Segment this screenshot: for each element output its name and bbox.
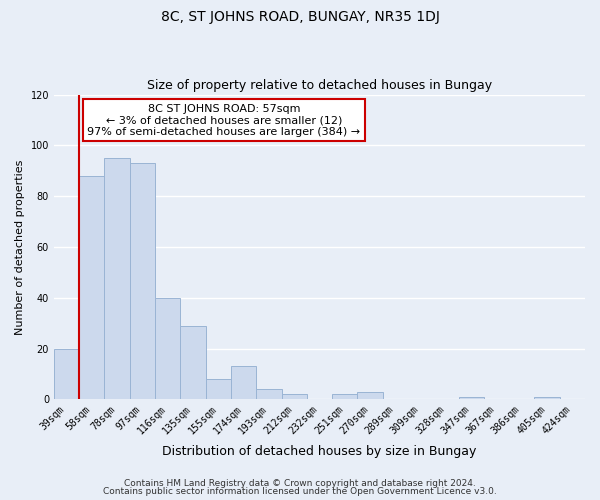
- Bar: [458, 397, 484, 400]
- Bar: [155, 298, 181, 400]
- Bar: [54, 348, 79, 400]
- Bar: [79, 176, 104, 400]
- Bar: [281, 394, 307, 400]
- Text: 8C, ST JOHNS ROAD, BUNGAY, NR35 1DJ: 8C, ST JOHNS ROAD, BUNGAY, NR35 1DJ: [161, 10, 439, 24]
- Bar: [256, 389, 281, 400]
- Bar: [332, 394, 358, 400]
- Text: 8C ST JOHNS ROAD: 57sqm
← 3% of detached houses are smaller (12)
97% of semi-det: 8C ST JOHNS ROAD: 57sqm ← 3% of detached…: [88, 104, 361, 137]
- Bar: [181, 326, 206, 400]
- Y-axis label: Number of detached properties: Number of detached properties: [15, 159, 25, 334]
- Bar: [231, 366, 256, 400]
- X-axis label: Distribution of detached houses by size in Bungay: Distribution of detached houses by size …: [162, 444, 476, 458]
- Text: Contains public sector information licensed under the Open Government Licence v3: Contains public sector information licen…: [103, 487, 497, 496]
- Bar: [206, 379, 231, 400]
- Bar: [130, 163, 155, 400]
- Bar: [535, 397, 560, 400]
- Title: Size of property relative to detached houses in Bungay: Size of property relative to detached ho…: [147, 79, 492, 92]
- Bar: [104, 158, 130, 400]
- Bar: [358, 392, 383, 400]
- Text: Contains HM Land Registry data © Crown copyright and database right 2024.: Contains HM Land Registry data © Crown c…: [124, 478, 476, 488]
